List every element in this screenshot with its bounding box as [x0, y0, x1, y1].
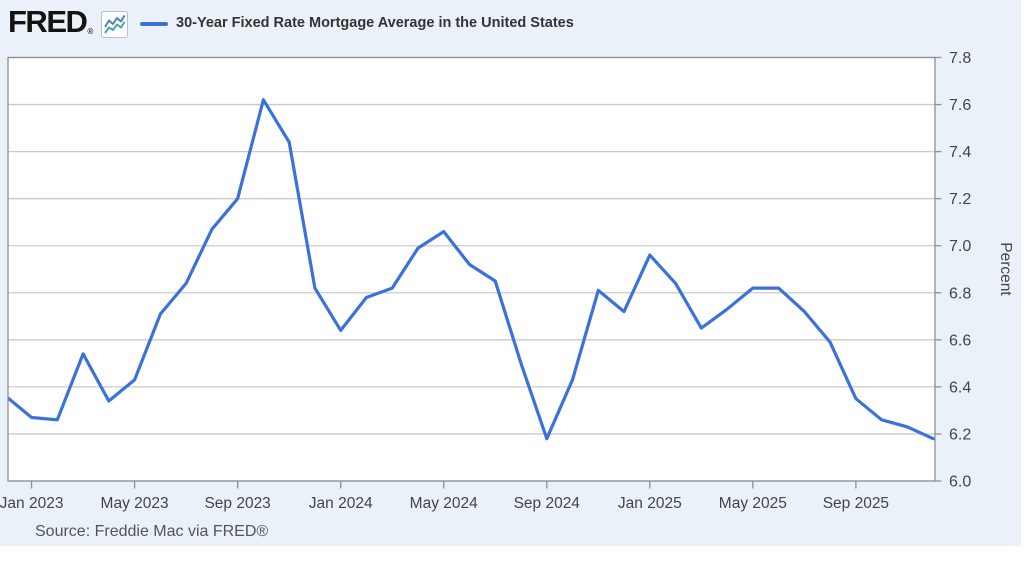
y-tick-label: 6.8 [949, 285, 971, 302]
plot-border [7, 56, 936, 482]
x-tick-label: Jan 2023 [0, 495, 63, 512]
x-tick-label: Jan 2025 [618, 495, 682, 512]
y-tick-label: 6.2 [949, 426, 971, 443]
fred-logo[interactable]: FRED® [8, 4, 94, 45]
x-tick-label: May 2024 [410, 495, 478, 512]
y-tick-label: 6.4 [949, 379, 971, 396]
registered-mark: ® [87, 27, 94, 36]
y-tick-label: 6.0 [949, 474, 971, 491]
fred-sparkline-icon[interactable] [101, 11, 128, 38]
mortgage-rate-series-line[interactable] [6, 98, 935, 441]
x-tick-label: May 2023 [101, 495, 169, 512]
plot-area [8, 57, 935, 481]
x-tick-label: Sep 2025 [823, 495, 889, 512]
series-legend-line [140, 22, 168, 26]
y-tick-label: 7.4 [949, 144, 971, 161]
mortgage-rate-line-chart[interactable]: 7.8 7.6 7.4 7.2 7.0 6.8 6.6 6.4 6.2 6.0 Percent Jan… [0, 0, 1024, 546]
x-tick-label: May 2025 [719, 495, 787, 512]
y-tick-label: 7.8 [949, 50, 971, 67]
source-text[interactable]: Source: Freddie Mac via FRED® [35, 523, 269, 540]
y-axis-label: Percent [997, 242, 1014, 296]
fred-logo-text: FRED [8, 4, 88, 39]
series-title[interactable]: 30-Year Fixed Rate Mortgage Average in t… [176, 15, 574, 31]
x-tick-label: Sep 2024 [514, 495, 581, 512]
y-tick-label: 7.6 [949, 97, 971, 114]
y-tick-label: 6.6 [949, 332, 971, 349]
x-tick-label: Jan 2024 [309, 495, 373, 512]
y-tick-label: 7.0 [949, 238, 971, 255]
chart-header: FRED® 30-Year Fixed Rate Mortgage Averag… [0, 0, 1021, 44]
x-tick-label: Sep 2023 [204, 495, 270, 512]
y-tick-label: 7.2 [949, 191, 971, 208]
